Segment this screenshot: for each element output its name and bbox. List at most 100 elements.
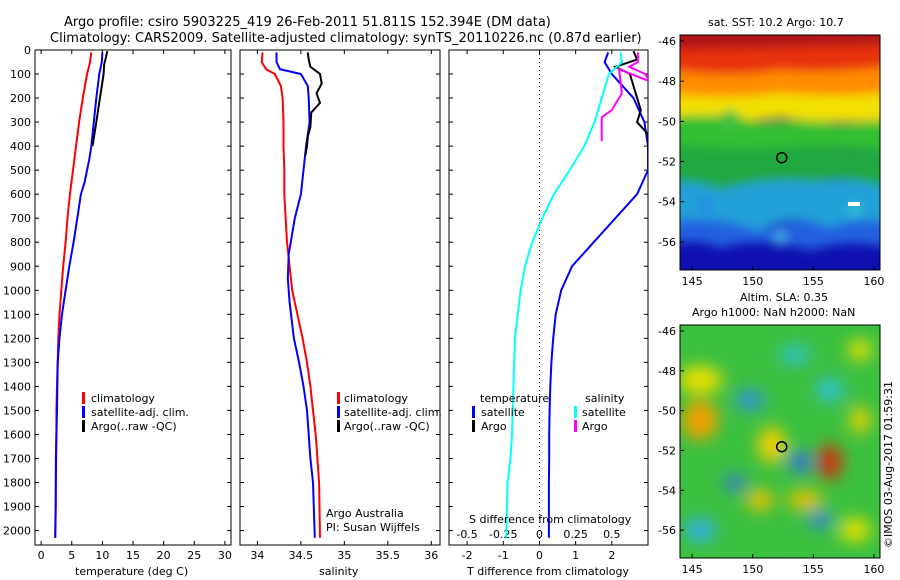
x-tick-label: 2 <box>608 549 615 562</box>
x-tick-label: 35.5 <box>376 549 401 562</box>
legend-swatch-s-satellite <box>574 406 577 418</box>
map-x-tick-label: 150 <box>742 563 763 576</box>
salinity-lines <box>260 52 323 538</box>
y-tick-label: 0 <box>24 44 31 57</box>
x-tick-label: 15 <box>126 549 140 562</box>
map-y-tick-label: -46 <box>658 35 676 48</box>
annotation-argo-australia: Argo Australia <box>326 507 404 520</box>
salinity-axes: 34 34.5 35 35.5 36 <box>240 49 440 562</box>
y-tick-label: 700 <box>10 212 31 225</box>
legend-label-s-argo: Argo <box>582 420 608 433</box>
sst-map-frame <box>679 34 881 271</box>
legend-header-salinity: salinity <box>585 392 625 405</box>
legend-swatch-argo <box>82 420 85 432</box>
y-tick-label: 1700 <box>3 452 31 465</box>
x2-tick-label: -0.5 <box>456 528 477 541</box>
legend-label-argo: Argo(..raw -QC) <box>91 420 177 433</box>
map-y-tick-label: -48 <box>658 75 676 88</box>
argo-raw-qc-line <box>304 52 323 156</box>
map-y-tick-label: -56 <box>658 524 676 537</box>
y-tick-label: 1100 <box>3 308 31 321</box>
salinity-argo-line <box>600 52 648 142</box>
map-x-tick-label: 155 <box>803 563 824 576</box>
difference-lines <box>505 50 648 538</box>
legend-label-s-satellite: satellite <box>582 406 626 419</box>
legend-label-t-satellite: satellite <box>481 406 525 419</box>
legend-label-argo: Argo(..raw -QC) <box>344 420 430 433</box>
sla-map-title: Altim. SLA: 0.35 <box>740 291 828 304</box>
y-tick-label: 200 <box>10 92 31 105</box>
sst-map-image <box>680 35 880 270</box>
difference-panel-frame <box>448 49 649 546</box>
salinity-xlabel: salinity <box>319 565 359 578</box>
x-tick-label: 36 <box>424 549 438 562</box>
map-x-tick-label: 145 <box>682 275 703 288</box>
y-tick-label: 300 <box>10 116 31 129</box>
satellite-adj-clim-line <box>275 52 316 538</box>
climatology-line <box>54 52 93 538</box>
sla-map-image <box>680 325 880 558</box>
legend-label-climatology: climatology <box>91 392 155 405</box>
map-y-tick-label: -52 <box>658 156 676 169</box>
y-tick-label: 1900 <box>3 501 31 514</box>
climatology-line <box>260 52 321 538</box>
sla-map-subtitle: Argo h1000: NaN h2000: NaN <box>692 306 855 319</box>
x-tick-label: -2 <box>462 549 473 562</box>
y-tick-label: 1000 <box>3 284 31 297</box>
title-line-2: Climatology: CARS2009. Satellite-adjuste… <box>50 31 642 46</box>
salinity-satellite-line <box>505 52 623 538</box>
legend-label-satellite: satellite-adj. clim. <box>91 406 189 419</box>
temperature-satellite-line <box>547 52 648 538</box>
salinity-panel-frame <box>239 49 441 546</box>
y-tick-label: 1800 <box>3 477 31 490</box>
y-tick-label: 2000 <box>3 525 31 538</box>
x-tick-label: 0 <box>38 549 45 562</box>
satellite-adj-clim-line <box>54 52 104 538</box>
x2-tick-label: 0.5 <box>603 528 621 541</box>
y-tick-label: 900 <box>10 260 31 273</box>
x-tick-label: 5 <box>68 549 75 562</box>
sst-argo-location-marker <box>775 151 788 164</box>
sst-map-axes: 145 150 155 160 -46 -48 -50 -52 -54 -56 <box>658 35 884 288</box>
argo-raw-qc-line <box>91 50 109 147</box>
temperature-lines <box>54 50 109 538</box>
legend-swatch-argo <box>337 420 340 432</box>
y-tick-label: 400 <box>10 140 31 153</box>
x-tick-label: 34 <box>250 549 264 562</box>
map-x-tick-label: 145 <box>682 563 703 576</box>
y-tick-label: 600 <box>10 188 31 201</box>
sla-argo-location-marker <box>775 440 788 453</box>
map-x-tick-label: 160 <box>863 563 884 576</box>
map-y-tick-label: -54 <box>658 484 676 497</box>
map-x-tick-label: 150 <box>742 275 763 288</box>
y-tick-label: 500 <box>10 164 31 177</box>
y-tick-label: 1300 <box>3 356 31 369</box>
s-difference-label: S difference from climatology <box>469 513 632 526</box>
sst-map-title: sat. SST: 10.2 Argo: 10.7 <box>708 16 844 29</box>
salinity-legend: climatology satellite-adj. clim. Argo(..… <box>326 392 442 534</box>
y-tick-label: 1400 <box>3 380 31 393</box>
difference-legend: temperature salinity satellite Argo sate… <box>472 392 626 433</box>
argo-location-circle <box>775 151 788 164</box>
map-x-tick-label: 160 <box>863 275 884 288</box>
temperature-argo-line <box>612 50 648 151</box>
x2-tick-label: 0.25 <box>563 528 588 541</box>
map-y-tick-label: -54 <box>658 196 676 209</box>
legend-swatch-climatology <box>337 392 340 404</box>
legend-label-climatology: climatology <box>344 392 408 405</box>
annotation-pi: PI: Susan Wijffels <box>326 521 420 534</box>
imos-timestamp: ©IMOS 03-Aug-2017 01:59:31 <box>882 381 895 548</box>
y-tick-label: 1200 <box>3 332 31 345</box>
map-y-tick-label: -50 <box>658 115 676 128</box>
x-tick-label: 25 <box>187 549 201 562</box>
x-tick-label: 10 <box>95 549 109 562</box>
legend-label-t-argo: Argo <box>481 420 507 433</box>
x-tick-label: -1 <box>498 549 509 562</box>
temperature-legend: climatology satellite-adj. clim. Argo(..… <box>82 392 189 433</box>
x-tick-label: 1 <box>572 549 579 562</box>
sla-map-axes: 145 150 155 160 -46 -48 -50 -52 -54 -56 <box>658 325 884 576</box>
legend-header-temperature: temperature <box>480 392 549 405</box>
legend-swatch-satellite <box>82 406 85 418</box>
legend-swatch-satellite <box>337 406 340 418</box>
